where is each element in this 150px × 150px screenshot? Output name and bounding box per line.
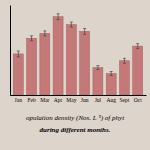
error-bar-stem xyxy=(58,14,59,20)
bar xyxy=(93,68,103,95)
error-bar-cap xyxy=(30,35,33,36)
caption: during different months. xyxy=(40,126,111,134)
error-bar xyxy=(96,66,99,70)
x-tick-label: Apr xyxy=(54,97,63,103)
error-bar-cap xyxy=(110,71,113,72)
x-axis-line xyxy=(11,95,147,96)
error-bar-cap xyxy=(30,40,33,41)
x-tick: May xyxy=(66,95,76,103)
error-bar-cap xyxy=(83,28,86,29)
x-tick-label: Feb xyxy=(27,97,35,103)
x-tick: Oct xyxy=(134,95,142,103)
captions: opulation density (Nos. L⁻¹) of phyt duri… xyxy=(26,114,125,134)
y-axis-line xyxy=(10,6,11,96)
error-bar-cap xyxy=(57,13,60,14)
error-bar xyxy=(43,31,46,36)
error-bar-cap xyxy=(136,43,139,44)
error-bar xyxy=(30,36,33,41)
error-bar-cap xyxy=(43,35,46,36)
x-tick-label: Mar xyxy=(40,97,49,103)
error-bar xyxy=(110,72,113,76)
error-bar-stem xyxy=(111,72,112,76)
x-tick-label: Jan xyxy=(15,97,23,103)
x-tick-label: Aug xyxy=(106,97,116,103)
x-tick: Jul xyxy=(95,95,102,103)
bar xyxy=(133,46,143,95)
chart: Jan Feb Mar AprMay Jun Jul Aug Sept Oct opulation… xyxy=(0,0,150,150)
x-tick-label: May xyxy=(66,97,76,103)
x-axis: Jan Feb Mar AprMay Jun Jul Aug Sept Oct xyxy=(11,95,147,103)
bar xyxy=(106,73,116,95)
error-bar-stem xyxy=(137,44,138,49)
error-bar xyxy=(123,58,126,63)
error-bar-stem xyxy=(71,22,72,27)
x-tick: Apr xyxy=(54,95,63,103)
error-bar-cap xyxy=(123,63,126,64)
caption: opulation density (Nos. L⁻¹) of phyt xyxy=(26,114,125,122)
bar xyxy=(66,25,76,95)
plot: Jan Feb Mar AprMay Jun Jul Aug Sept Oct xyxy=(11,6,147,103)
error-bar-stem xyxy=(124,58,125,63)
error-bar-stem xyxy=(18,51,19,57)
background xyxy=(0,0,150,150)
error-bar-cap xyxy=(110,75,113,76)
error-bar-stem xyxy=(44,31,45,36)
x-tick: Jun xyxy=(81,95,89,103)
error-bar xyxy=(17,51,20,57)
error-bar-cap xyxy=(96,65,99,66)
error-bar-cap xyxy=(70,22,73,23)
bar xyxy=(53,17,63,95)
bar xyxy=(27,38,37,95)
error-bar xyxy=(83,28,86,34)
error-bar-stem xyxy=(97,66,98,70)
error-bar xyxy=(57,14,60,20)
bar xyxy=(40,33,50,95)
x-tick-label: Sept xyxy=(120,97,130,103)
error-bar xyxy=(136,44,139,49)
error-bar-cap xyxy=(57,19,60,20)
x-tick-label: Oct xyxy=(134,97,142,103)
error-bar-cap xyxy=(17,56,20,57)
error-bar-cap xyxy=(43,30,46,31)
error-bar-cap xyxy=(17,50,20,51)
error-bar xyxy=(70,22,73,27)
x-tick-label: Jun xyxy=(81,97,89,103)
x-tick: Aug xyxy=(106,95,116,103)
x-tick: Jan xyxy=(15,95,23,103)
error-bar-cap xyxy=(83,34,86,35)
x-tick: Sept xyxy=(120,95,130,103)
error-bar-cap xyxy=(70,27,73,28)
x-tick-label: Jul xyxy=(95,97,102,103)
bar xyxy=(119,61,129,95)
bar xyxy=(80,31,90,95)
y-axis xyxy=(10,6,11,96)
x-tick: Feb xyxy=(27,95,35,103)
error-bar-cap xyxy=(96,69,99,70)
marks xyxy=(13,14,142,95)
error-bar-cap xyxy=(123,58,126,59)
x-tick: Mar xyxy=(40,95,49,103)
error-bar-stem xyxy=(84,28,85,34)
bar xyxy=(13,54,23,95)
error-bar-stem xyxy=(31,36,32,41)
error-bar-cap xyxy=(136,48,139,49)
